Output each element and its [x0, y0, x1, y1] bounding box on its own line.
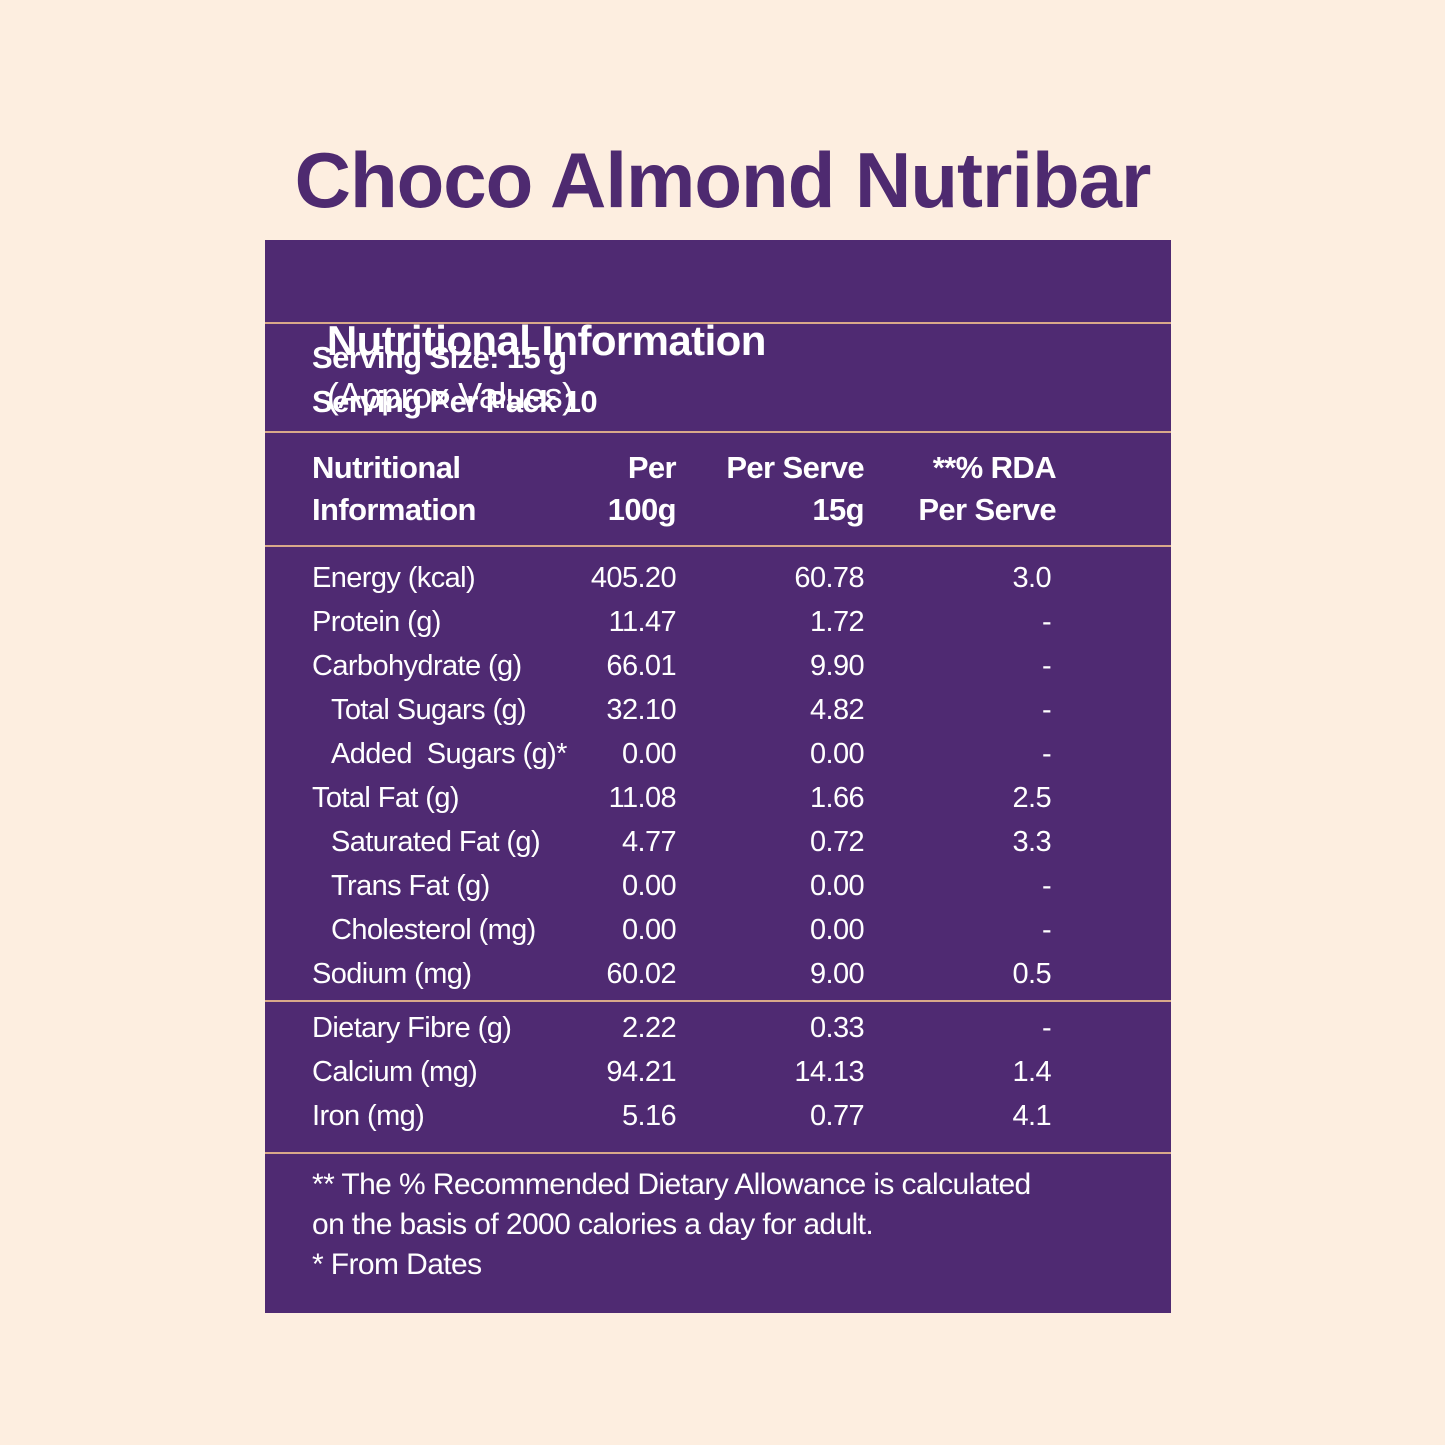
cell-value: 4.1 [1012, 1100, 1051, 1132]
cell-value: 0.00 [621, 738, 677, 770]
cell-value: 1.72 [809, 606, 865, 638]
column-header: Per Serve [918, 492, 1056, 527]
cell-value: - [1041, 650, 1052, 682]
row-label: Saturated Fat (g) [331, 826, 541, 858]
row-label: Total Sugars (g) [331, 694, 527, 726]
cell-value: 0.00 [621, 914, 677, 946]
cell-value: - [1041, 606, 1052, 638]
row-label: Iron (mg) [312, 1100, 425, 1132]
footnote: * From Dates [312, 1248, 482, 1281]
panel-header: Nutritional Information (Approx Values) [312, 266, 766, 416]
separator [265, 1152, 1171, 1154]
cell-value: 14.13 [794, 1056, 864, 1088]
cell-value: - [1041, 694, 1052, 726]
serving-info: Serving Size: 15 g [312, 340, 567, 375]
column-header: Information [312, 492, 476, 527]
separator [265, 431, 1171, 433]
separator [265, 545, 1171, 547]
cell-value: 0.00 [809, 870, 865, 902]
row-label: Total Fat (g) [312, 782, 460, 814]
column-header: 100g [607, 492, 677, 527]
row-label: Sodium (mg) [312, 958, 472, 990]
row-label: Calcium (mg) [312, 1056, 478, 1088]
cell-value: 9.00 [809, 958, 865, 990]
cell-value: 94.21 [606, 1056, 676, 1088]
cell-value: 0.77 [809, 1100, 865, 1132]
row-label: Protein (g) [312, 606, 441, 638]
cell-value: 1.4 [1012, 1056, 1051, 1088]
column-header: Per Serve [726, 450, 864, 485]
cell-value: 11.08 [608, 782, 677, 814]
nutrition-panel [265, 240, 1171, 1313]
header-note: (Approx Values) [326, 375, 574, 416]
cell-value: 3.3 [1012, 826, 1051, 858]
cell-value: 9.90 [809, 650, 865, 682]
cell-value: 0.00 [809, 914, 865, 946]
cell-value: 66.01 [606, 650, 676, 682]
cell-value: 5.16 [621, 1100, 677, 1132]
row-label: Cholesterol (mg) [331, 914, 536, 946]
column-header: Nutritional [312, 450, 461, 485]
cell-value: 4.82 [809, 694, 865, 726]
column-header: Per [627, 450, 677, 485]
cell-value: 1.66 [809, 782, 865, 814]
product-title: Choco Almond Nutribar [294, 136, 1152, 224]
header-title: Nutritional Information [326, 317, 766, 364]
cell-value: 32.10 [606, 694, 676, 726]
cell-value: - [1041, 738, 1052, 770]
cell-value: - [1041, 1012, 1052, 1044]
column-header: 15g [812, 492, 864, 527]
row-label: Carbohydrate (g) [312, 650, 522, 682]
cell-value: 3.0 [1012, 562, 1051, 594]
cell-value: 405.20 [590, 562, 677, 594]
row-label: Added Sugars (g)* [331, 738, 567, 770]
row-label: Trans Fat (g) [331, 870, 490, 902]
footnote: ** The % Recommended Dietary Allowance i… [312, 1168, 1031, 1201]
cell-value: 11.47 [608, 606, 677, 638]
serving-info: Serving Per Pack 10 [312, 384, 598, 419]
cell-value: 0.33 [809, 1012, 865, 1044]
cell-value: 0.72 [809, 826, 865, 858]
cell-value: 2.5 [1012, 782, 1051, 814]
cell-value: 4.77 [621, 826, 677, 858]
separator [265, 322, 1171, 324]
cell-value: 0.00 [621, 870, 677, 902]
separator [265, 1000, 1171, 1002]
cell-value: 0.00 [809, 738, 865, 770]
footnote: on the basis of 2000 calories a day for … [312, 1208, 874, 1241]
row-label: Dietary Fibre (g) [312, 1012, 512, 1044]
cell-value: 60.02 [606, 958, 676, 990]
cell-value: 0.5 [1012, 958, 1051, 990]
column-header: **% RDA [932, 450, 1057, 485]
cell-value: 60.78 [794, 562, 864, 594]
row-label: Energy (kcal) [312, 562, 476, 594]
cell-value: 2.22 [621, 1012, 677, 1044]
cell-value: - [1041, 914, 1052, 946]
cell-value: - [1041, 870, 1052, 902]
